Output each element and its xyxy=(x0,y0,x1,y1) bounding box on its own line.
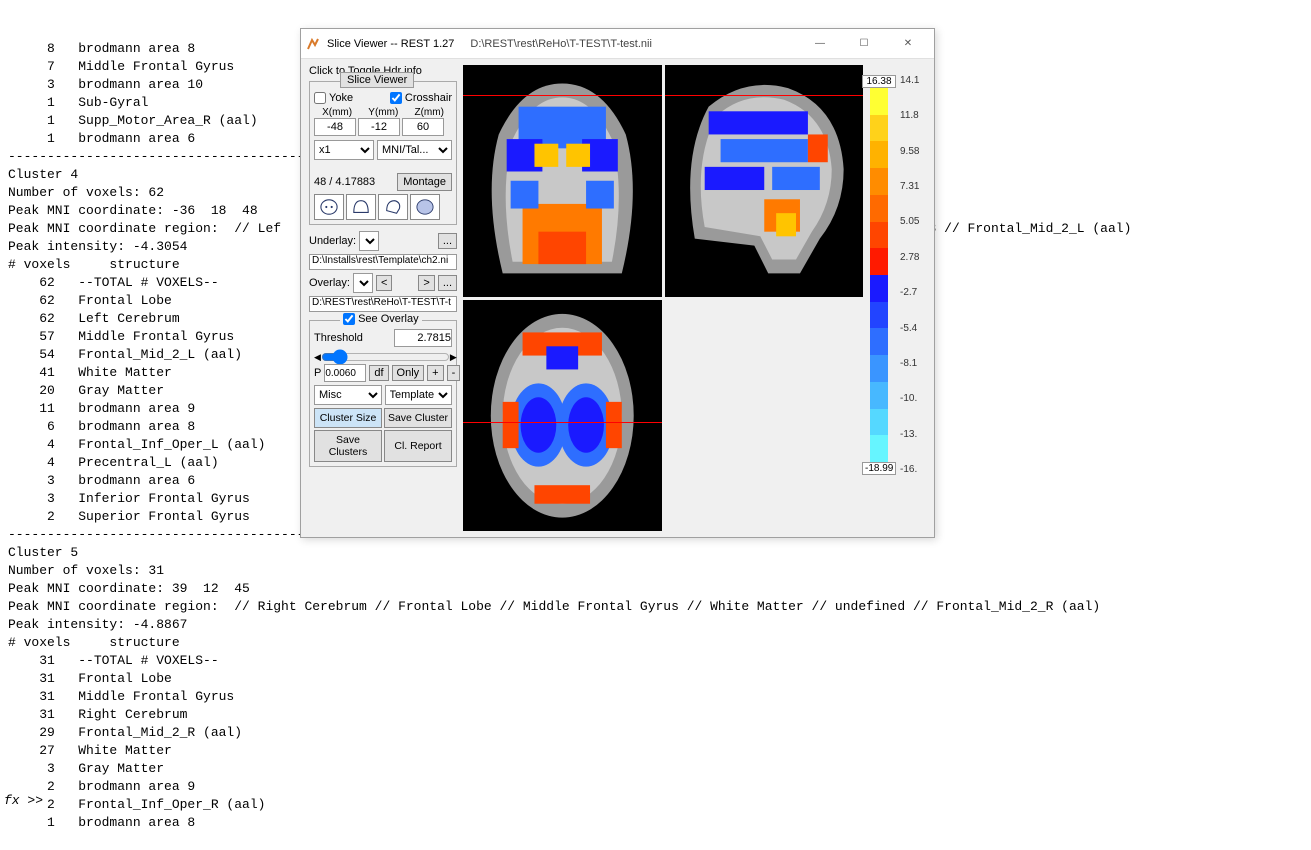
slice-viewer-legend-button[interactable]: Slice Viewer xyxy=(340,72,414,88)
p-label: P xyxy=(314,367,321,379)
save-clusters-button[interactable]: Save Clusters xyxy=(314,430,382,462)
colorbar-min: -18.99 xyxy=(862,462,896,475)
overlay-next-button[interactable]: > xyxy=(418,275,434,291)
y-mm-input[interactable] xyxy=(358,118,400,136)
x-mm-input[interactable] xyxy=(314,118,356,136)
colorbar-tick: -2.7 xyxy=(900,287,919,298)
yoke-checkbox[interactable]: Yoke xyxy=(314,92,353,104)
underlay-label: Underlay: xyxy=(309,235,356,247)
plus-button[interactable]: + xyxy=(427,365,443,381)
coord-status: 48 / 4.17883 xyxy=(314,176,394,188)
coronal-view[interactable] xyxy=(463,65,662,297)
cluster-report-button[interactable]: Cl. Report xyxy=(384,430,452,462)
orient-coronal-icon[interactable] xyxy=(346,194,376,220)
z-mm-input[interactable] xyxy=(402,118,444,136)
brain-views: 16.38 -18.99 14.1 11.8 9.58 7.31 5.05 2.78 -2.… xyxy=(463,65,926,531)
orient-axial-icon[interactable] xyxy=(314,194,344,220)
slice-viewer-window: Slice Viewer -- REST 1.27 D:\REST\rest\R… xyxy=(300,28,935,538)
slice-viewer-group: Slice Viewer Yoke Crosshair X(mm) Y(mm) … xyxy=(309,81,457,225)
overlay-path[interactable]: D:\REST\rest\ReHo\T-TEST\T-t xyxy=(309,296,457,312)
threshold-slider[interactable] xyxy=(321,350,450,364)
orient-3d-icon[interactable] xyxy=(410,194,440,220)
threshold-slider-left-icon[interactable]: ◀ xyxy=(314,352,321,363)
sagittal-view[interactable] xyxy=(665,65,864,297)
titlebar[interactable]: Slice Viewer -- REST 1.27 D:\REST\rest\R… xyxy=(301,29,934,59)
colorbar-tick: 14.1 xyxy=(900,75,919,86)
zoom-select[interactable]: x1 xyxy=(314,140,374,160)
close-button[interactable]: ✕ xyxy=(886,30,930,58)
p-value-input[interactable] xyxy=(324,364,366,382)
cluster-size-button[interactable]: Cluster Size xyxy=(314,408,382,428)
x-mm-label: X(mm) xyxy=(322,107,352,118)
matlab-app-icon xyxy=(305,36,321,52)
only-button[interactable]: Only xyxy=(392,365,425,381)
colorbar-tick: -5.4 xyxy=(900,323,919,334)
colorbar-tick: 2.78 xyxy=(900,252,919,263)
colorbar: 16.38 -18.99 14.1 11.8 9.58 7.31 5.05 2.78 -2.… xyxy=(862,75,920,475)
threshold-slider-right-icon[interactable]: ▶ xyxy=(450,352,457,363)
colorbar-tick: -16. xyxy=(900,464,919,475)
control-panel: Click to Toggle Hdr info Slice Viewer Yo… xyxy=(309,65,457,531)
underlay-browse-button[interactable]: ... xyxy=(438,233,457,249)
template-select[interactable]: Template xyxy=(385,385,453,405)
minimize-button[interactable]: — xyxy=(798,30,842,58)
axial-view[interactable] xyxy=(463,300,662,532)
see-overlay-legend[interactable]: See Overlay xyxy=(340,313,422,325)
underlay-path[interactable]: D:\Installs\rest\Template\ch2.ni xyxy=(309,254,457,270)
montage-button[interactable]: Montage xyxy=(397,173,452,191)
maximize-button[interactable]: ☐ xyxy=(842,30,886,58)
orient-sagittal-icon[interactable] xyxy=(378,194,408,220)
z-mm-label: Z(mm) xyxy=(414,107,443,118)
underlay-select[interactable] xyxy=(359,231,379,251)
colorbar-tick: 5.05 xyxy=(900,216,919,227)
y-mm-label: Y(mm) xyxy=(368,107,398,118)
colorbar-max: 16.38 xyxy=(862,75,896,88)
empty-quadrant xyxy=(665,300,864,532)
overlay-browse-button[interactable]: ... xyxy=(438,275,457,291)
space-select[interactable]: MNI/Tal... xyxy=(377,140,452,160)
colorbar-tick: 11.8 xyxy=(900,110,919,121)
save-cluster-button[interactable]: Save Cluster xyxy=(384,408,452,428)
threshold-label: Threshold xyxy=(314,332,363,344)
window-path: D:\REST\rest\ReHo\T-TEST\T-test.nii xyxy=(470,38,798,50)
threshold-input[interactable] xyxy=(394,329,452,347)
window-title: Slice Viewer -- REST 1.27 xyxy=(327,38,454,50)
colorbar-tick: 7.31 xyxy=(900,181,919,192)
colorbar-tick: -10. xyxy=(900,393,919,404)
colorbar-tick: 9.58 xyxy=(900,146,919,157)
df-button[interactable]: df xyxy=(369,365,388,381)
overlay-prev-button[interactable]: < xyxy=(376,275,392,291)
see-overlay-group: See Overlay Threshold ◀ ▶ P df Only xyxy=(309,320,457,467)
crosshair-checkbox[interactable]: Crosshair xyxy=(390,92,452,104)
colorbar-tick: -8.1 xyxy=(900,358,919,369)
overlay-select[interactable] xyxy=(353,273,373,293)
minus-button[interactable]: - xyxy=(447,365,461,381)
misc-select[interactable]: Misc xyxy=(314,385,382,405)
colorbar-tick: -13. xyxy=(900,429,919,440)
overlay-label: Overlay: xyxy=(309,277,350,289)
console-prompt[interactable]: fx >> xyxy=(4,793,43,808)
